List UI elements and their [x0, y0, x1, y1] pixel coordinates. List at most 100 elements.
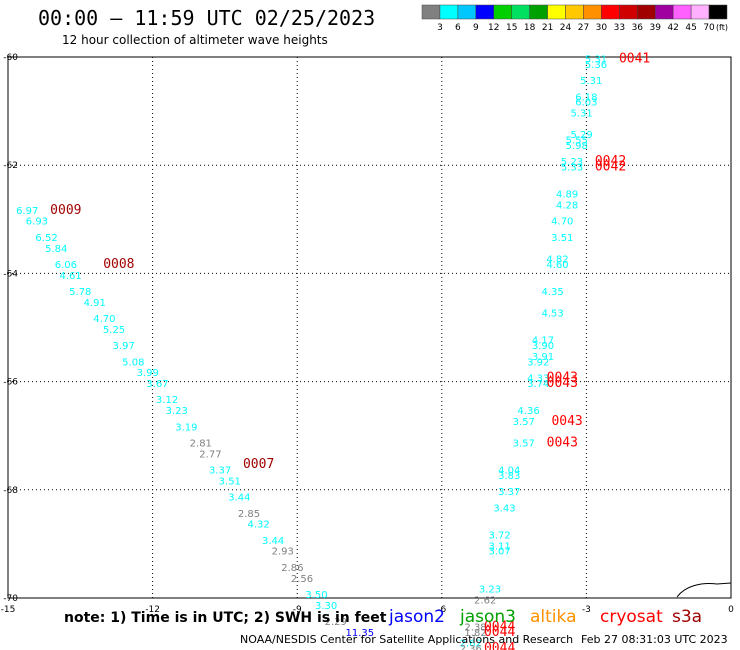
colorbar-cell: [493, 4, 512, 20]
coastline: [676, 582, 732, 598]
colorbar-cell: [601, 4, 620, 20]
timestamp-text: Feb 27 08:31:03 UTC 2023: [581, 633, 728, 646]
wave-height-label: 3.12: [156, 395, 178, 406]
wave-height-label: 3.90: [532, 341, 554, 352]
x-tick-label: -12: [145, 605, 160, 615]
colorbar-unit: (ft): [716, 23, 728, 32]
wave-height-label: 3.57: [513, 439, 535, 450]
wave-height-label: 2.56: [291, 574, 313, 585]
y-tick-label: -64: [3, 269, 18, 279]
credit-text: NOAA/NESDIS Center for Satellite Applica…: [240, 633, 574, 646]
x-tick-label: -15: [1, 605, 16, 615]
x-tick-label: -3: [582, 605, 591, 615]
wave-height-label: 4.60: [546, 260, 568, 271]
colorbar-tick: 45: [685, 23, 696, 33]
wave-height-label: 5.55: [566, 136, 588, 147]
wave-height-label: 3.37: [498, 487, 520, 498]
y-tick-label: -68: [3, 486, 18, 496]
wave-height-label: 4.70: [551, 217, 573, 228]
colorbar-cell: [439, 4, 459, 20]
colorbar-tick: 39: [650, 23, 662, 33]
x-tick-label: -6: [437, 605, 446, 615]
plot-frame: [7, 56, 732, 599]
wave-height-label: 2.85: [238, 509, 260, 520]
colorbar-cell: [619, 4, 638, 20]
wave-height-label: 2.62: [460, 639, 482, 650]
note-text: note: 1) Time is in UTC; 2) SWH is in fe…: [64, 610, 387, 626]
wave-height-label: 4.89: [556, 190, 578, 201]
wave-height-label: 3.23: [479, 585, 501, 596]
wave-height-label: 2.77: [199, 449, 221, 460]
colorbar-cell: [690, 4, 710, 20]
wave-height-label: 4.04: [498, 466, 520, 477]
wave-height-label: 3.99: [137, 368, 159, 379]
time-label: 0042: [595, 154, 626, 169]
wave-height-label: 3.11: [489, 541, 511, 552]
time-label: 0009: [50, 203, 81, 218]
wave-height-label: 3.50: [305, 590, 327, 601]
y-tick-label: -70: [3, 594, 18, 604]
x-tick-label: -9: [293, 605, 302, 615]
wave-height-label: 3.97: [113, 341, 135, 352]
legend-item-s3a: s3a: [672, 607, 703, 627]
wave-height-label: 6.06: [55, 260, 77, 271]
wave-height-label: 11.35: [346, 628, 375, 639]
colorbar-tick: 36: [632, 23, 644, 33]
y-tick-label: -66: [3, 378, 18, 388]
legend-item-altika: altika: [530, 607, 577, 627]
wave-height-label: 3.92: [527, 357, 549, 368]
wave-height-label: 5.08: [122, 357, 144, 368]
wave-height-label: 5.23: [561, 157, 583, 168]
wave-height-label: 5.29: [570, 130, 592, 141]
time-label: 0043: [547, 436, 578, 451]
colorbar-tick: 12: [488, 23, 499, 33]
legend-item-jason2: jason2: [389, 607, 445, 627]
colorbar-tick: 70: [703, 23, 715, 33]
wave-height-label: 6.52: [35, 233, 57, 244]
colorbar-tick: 42: [667, 23, 678, 33]
y-tick-label: -60: [3, 53, 18, 63]
wave-height-label: 3.23: [166, 406, 188, 417]
colorbar-cell: [511, 4, 530, 20]
colorbar-tick: 24: [560, 23, 572, 33]
chart-title: 00:00 – 11:59 UTC 02/25/2023: [38, 6, 376, 30]
wave-height-label: 3.91: [532, 352, 554, 363]
wave-height-label: 5.31: [585, 54, 607, 65]
time-label: 0043: [551, 414, 582, 429]
wave-height-label: 5.36: [585, 60, 607, 71]
wave-height-label: 4.53: [542, 309, 564, 320]
wave-height-label: 2.38: [464, 622, 486, 633]
wave-height-label: 3.51: [551, 233, 573, 244]
wave-height-label: 3.07: [489, 547, 511, 558]
wave-height-label: 1.82: [464, 628, 486, 639]
wave-height-label: 4.17: [532, 336, 554, 347]
wave-height-label: 5.33: [561, 163, 583, 174]
wave-height-label: 3.44: [228, 493, 250, 504]
wave-height-label: 3.43: [493, 503, 515, 514]
wave-height-label: 2.93: [272, 547, 294, 558]
time-label: 0042: [595, 160, 626, 175]
chart-subtitle: 12 hour collection of altimeter wave hei…: [62, 33, 328, 47]
colorbar-cell: [565, 4, 584, 20]
colorbar-tick: 30: [596, 23, 608, 33]
wave-height-label: 4.32: [248, 520, 270, 531]
wave-height-label: 3.83: [498, 471, 520, 482]
wave-height-label: 4.28: [556, 200, 578, 211]
wave-height-label: 4.82: [546, 255, 568, 266]
colorbar-tick: 3: [437, 23, 443, 33]
wave-height-label: 3.37: [209, 466, 231, 477]
wave-height-label: 5.98: [566, 141, 588, 152]
colorbar-cell: [637, 4, 656, 20]
x-tick-label: 0: [728, 605, 734, 615]
colorbar-tick: 9: [473, 23, 479, 33]
time-label: 0043: [547, 376, 578, 391]
wave-height-label: 2.62: [474, 595, 496, 606]
colorbar-tick: 18: [524, 23, 536, 33]
wave-height-label: 3.51: [219, 476, 241, 487]
wave-height-label: 3.57: [513, 417, 535, 428]
colorbar-cell: [672, 4, 692, 20]
colorbar-tick: 27: [578, 23, 589, 33]
time-label: 0007: [243, 457, 274, 472]
time-label: 0041: [619, 51, 650, 66]
